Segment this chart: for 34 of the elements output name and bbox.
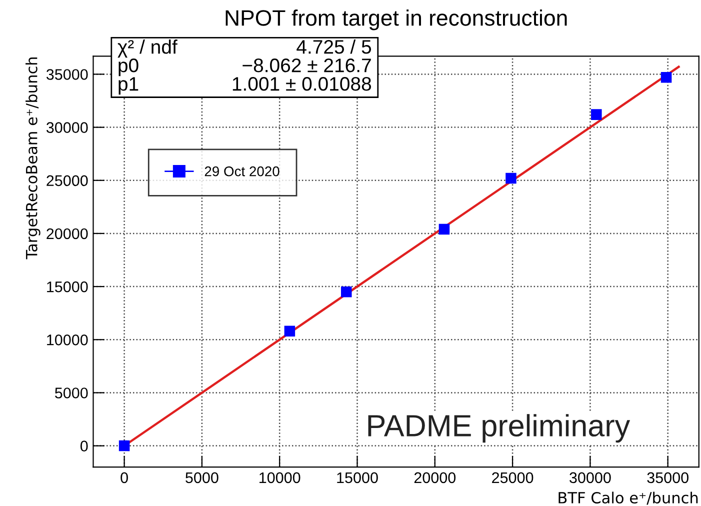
legend-label: 29 Oct 2020 bbox=[204, 166, 280, 176]
y-axis-title: TargetRecoBeam e⁺/bunch bbox=[26, 57, 40, 260]
point bbox=[591, 109, 602, 120]
annotation: 1.001 ± 0.01088 bbox=[232, 76, 372, 91]
x-tick-label: 20000 bbox=[414, 472, 456, 484]
point bbox=[340, 286, 352, 298]
x-tick-label: 0 bbox=[120, 472, 128, 484]
y-tick-label: 10000 bbox=[47, 334, 88, 346]
chart-title: NPOT from target in reconstruction bbox=[226, 10, 567, 30]
x-axis-title: BTF Calo e⁺/bunch bbox=[558, 492, 698, 505]
annotation: −8.062 ± 216.7 bbox=[242, 58, 371, 72]
y-tick-label: 15000 bbox=[47, 281, 88, 292]
y-tick-label: 25000 bbox=[46, 175, 88, 186]
point bbox=[506, 172, 516, 184]
y-tick-label: 30000 bbox=[46, 122, 88, 133]
point bbox=[660, 72, 672, 83]
y-tick-label: 20000 bbox=[46, 228, 88, 240]
x-tick-label: 5000 bbox=[186, 472, 218, 484]
x-tick-label: 15000 bbox=[337, 472, 378, 484]
text: 4.725 / 5 bbox=[296, 40, 372, 54]
x-tick-label: 30000 bbox=[570, 472, 611, 484]
x-tick-label: 35000 bbox=[647, 472, 688, 484]
point bbox=[284, 326, 296, 337]
y-tick-label: 0 bbox=[80, 440, 88, 452]
annotation: p0 bbox=[118, 58, 138, 76]
annotation: PADME preliminary bbox=[368, 414, 630, 443]
x-tick-label: 10000 bbox=[260, 472, 300, 484]
y-tick-label: 35000 bbox=[46, 69, 88, 80]
annotation: χ² / ndf bbox=[118, 40, 178, 58]
point bbox=[118, 440, 130, 452]
x-tick-label: 25000 bbox=[492, 472, 534, 484]
annotation: p1 bbox=[118, 77, 138, 95]
y-tick-label: 5000 bbox=[55, 388, 88, 398]
point bbox=[438, 224, 450, 235]
